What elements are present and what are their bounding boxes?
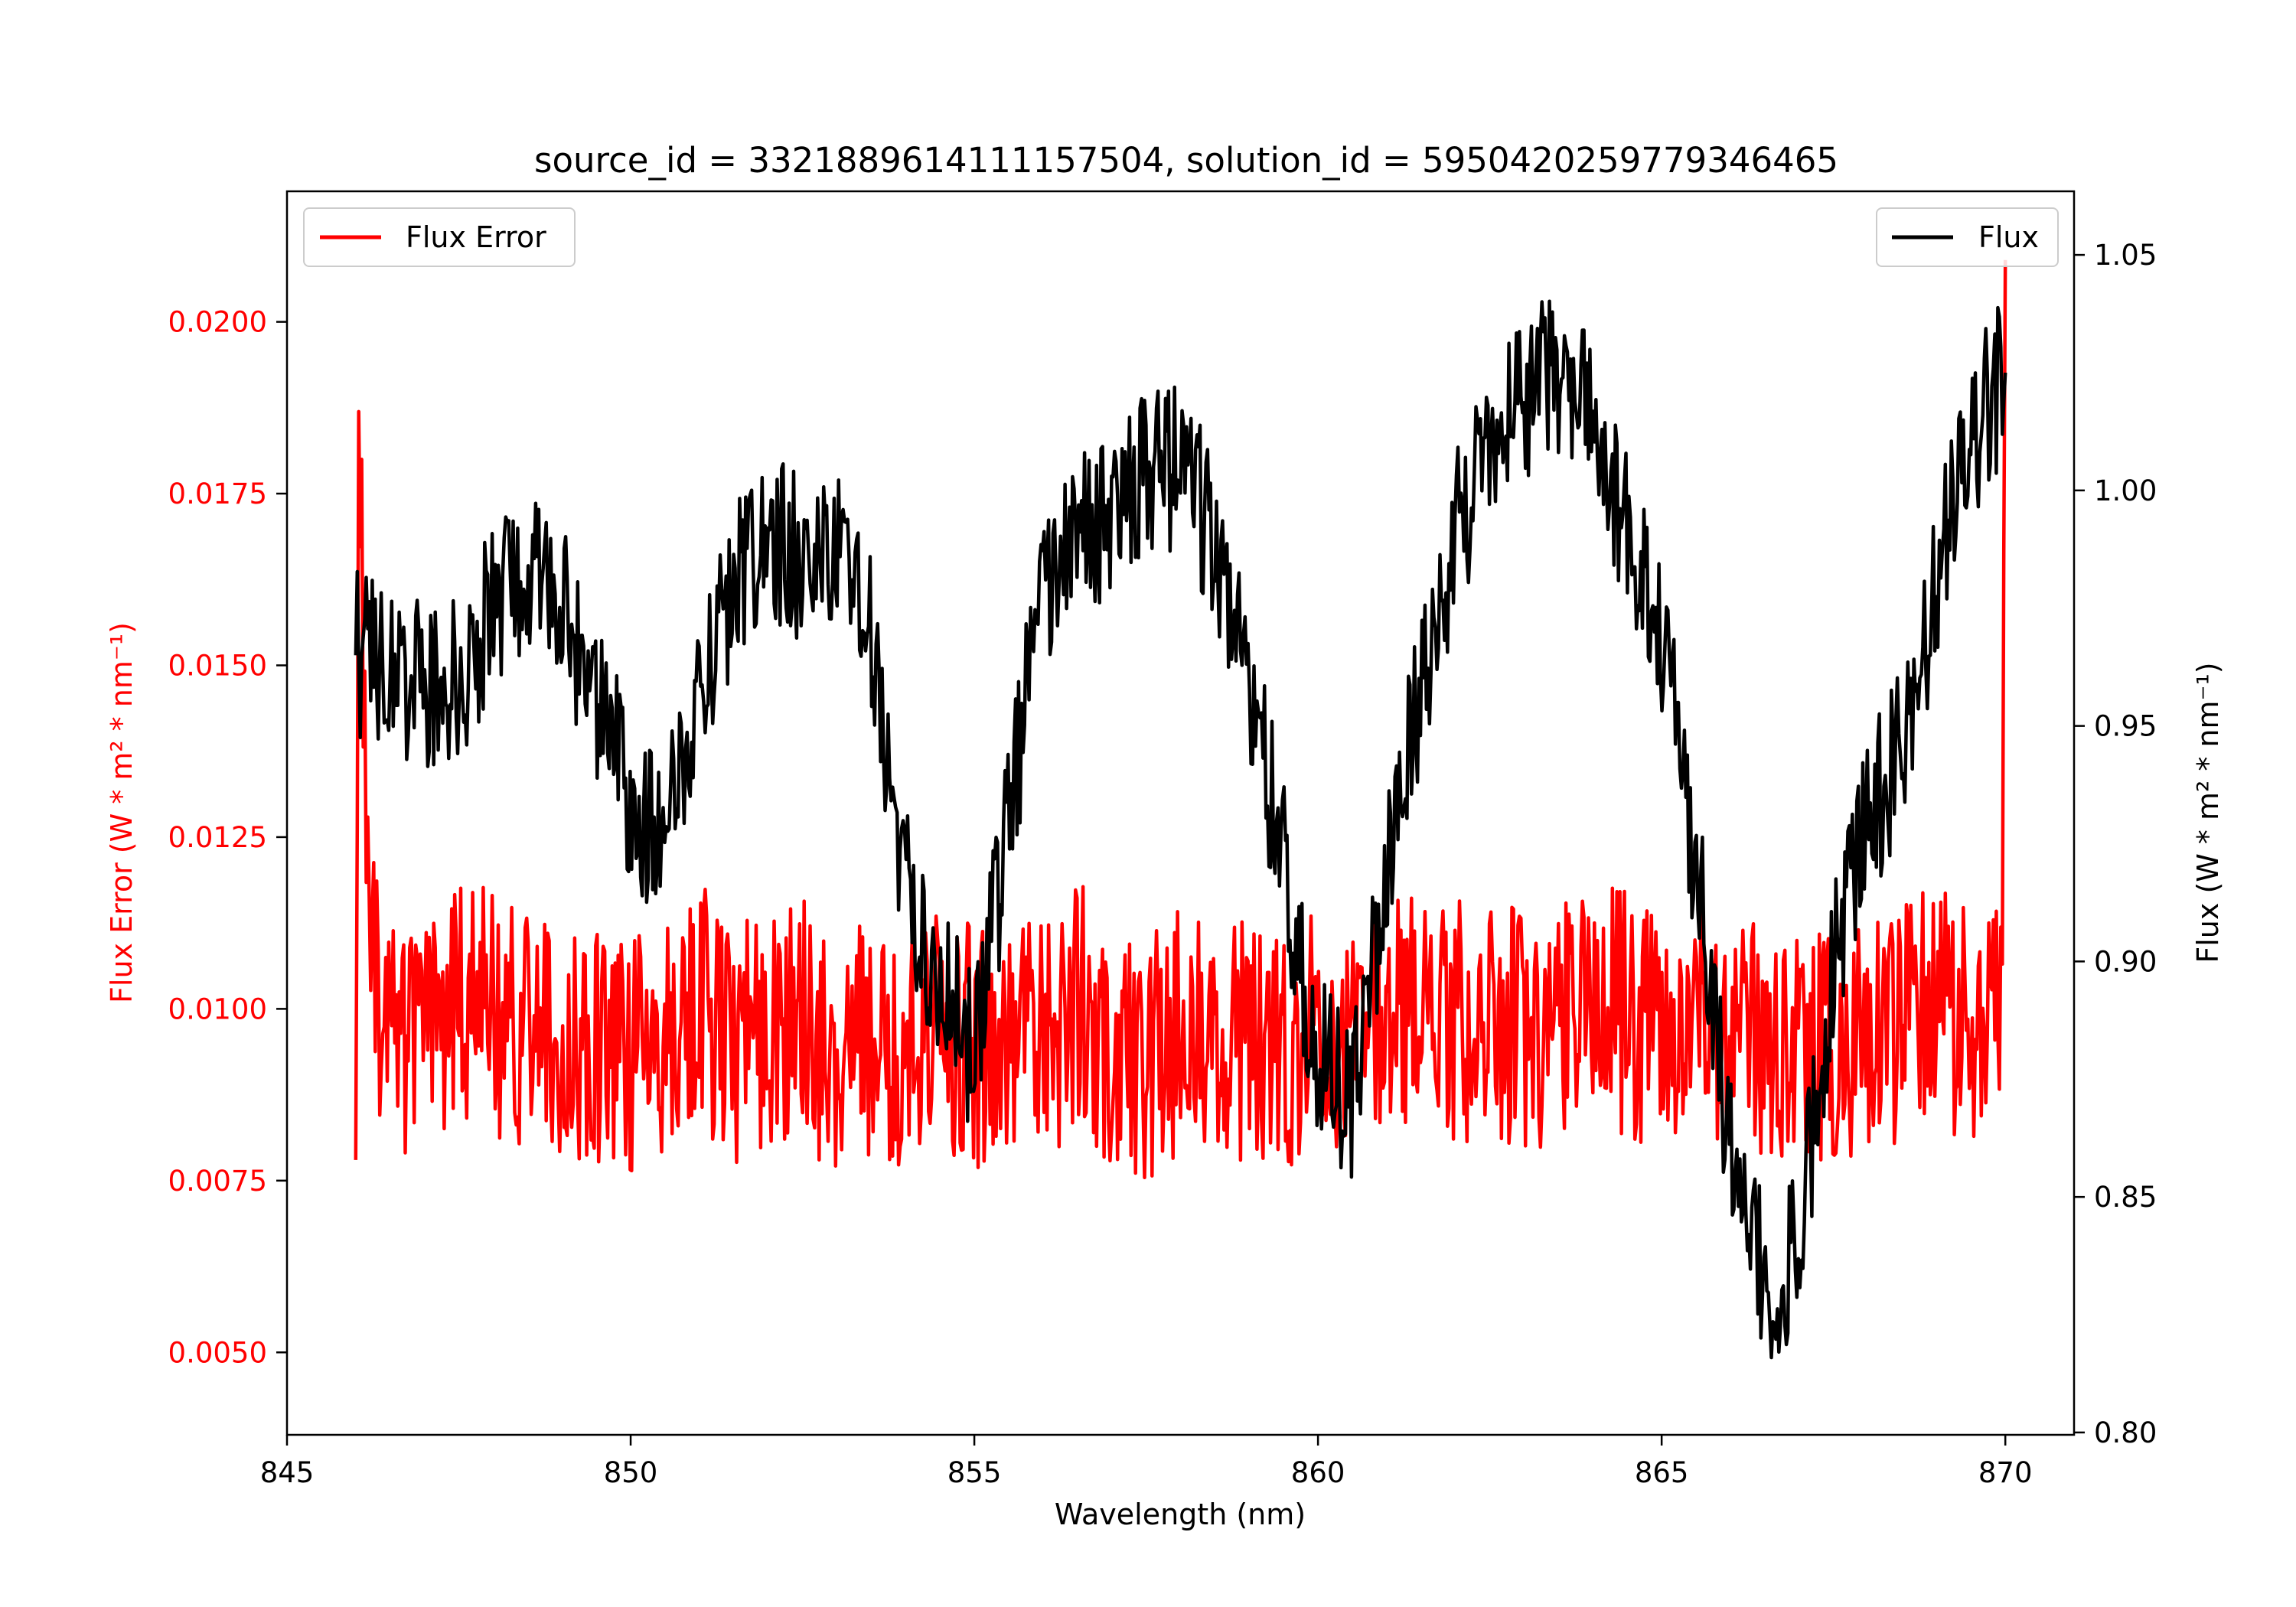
right-tick-label: 0.90 [2094,945,2157,978]
x-tick-label: 855 [947,1456,1002,1489]
right-tick-label: 0.95 [2094,710,2157,743]
left-axis-ticks: 0.0050 0.0075 0.0100 0.0125 0.0150 0.0175 0.02… [168,306,287,1369]
x-tick-label: 850 [604,1456,658,1489]
left-tick-label: 0.0100 [168,993,267,1025]
right-axis-ticks: 0.80 0.85 0.90 0.95 1.00 1.05 [2074,239,2157,1449]
right-tick-label: 0.85 [2094,1181,2157,1214]
right-axis-title: Flux (W * m² * nm⁻¹) [2191,662,2225,963]
right-tick-label: 0.80 [2094,1416,2157,1449]
right-tick-label: 1.00 [2094,474,2157,507]
legend-flux-box [1876,207,2059,267]
legend-flux: Flux [1876,207,2059,267]
left-tick-label: 0.0075 [168,1165,267,1198]
x-axis-ticks: 845 850 855 860 865 870 [260,1435,2033,1489]
x-axis-title: Wavelength (nm) [1055,1498,1306,1531]
x-tick-label: 845 [260,1456,315,1489]
series-line-flux-error [354,259,2007,1179]
series-line-flux [354,299,2007,1360]
left-tick-label: 0.0150 [168,649,267,682]
plot-frame [285,190,2076,1436]
legend-flux-error-label: Flux Error [406,220,546,254]
left-tick-label: 0.0200 [168,306,267,339]
chart-title: source_id = 3321889614111157504, solutio… [534,140,1838,181]
x-tick-label: 870 [1978,1456,2033,1489]
legend-flux-error-box [303,207,576,267]
left-tick-label: 0.0175 [168,478,267,510]
left-axis-title: Flux Error (W * m² * nm⁻¹) [105,622,139,1003]
x-tick-label: 865 [1635,1456,1689,1489]
left-tick-label: 0.0125 [168,821,267,854]
series-layer [354,259,2007,1360]
x-tick-label: 860 [1291,1456,1345,1489]
right-tick-label: 1.05 [2094,239,2157,272]
legend-flux-label: Flux [1978,220,2039,254]
left-tick-label: 0.0050 [168,1336,267,1369]
legend-flux-error: Flux Error [303,207,576,267]
